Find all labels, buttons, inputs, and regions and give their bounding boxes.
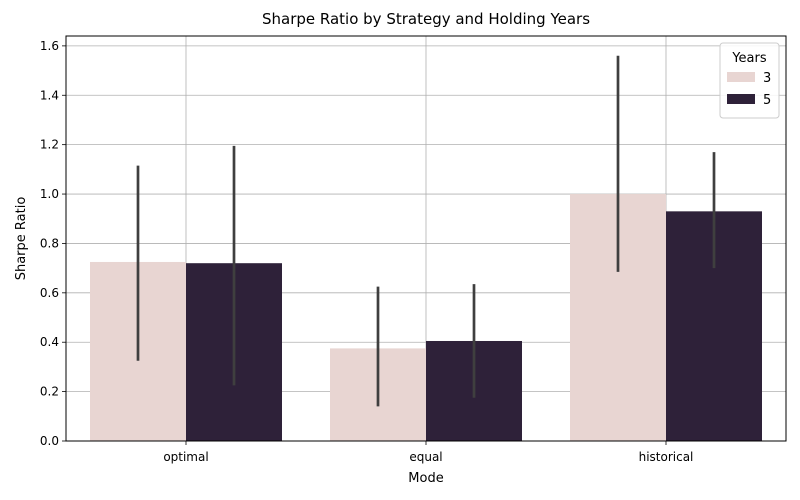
y-tick-label: 1.2 bbox=[40, 138, 59, 152]
error-bars bbox=[136, 55, 716, 407]
y-tick-label: 0.2 bbox=[40, 385, 59, 399]
chart-title: Sharpe Ratio by Strategy and Holding Yea… bbox=[262, 10, 590, 28]
legend: Years 3 5 bbox=[719, 42, 780, 119]
y-tick-label: 0.4 bbox=[40, 335, 59, 349]
legend-swatch-3 bbox=[727, 72, 755, 82]
x-tick-label-optimal: optimal bbox=[163, 450, 208, 464]
x-axis-label: Mode bbox=[408, 471, 443, 486]
x-tick-label-historical: historical bbox=[639, 450, 694, 464]
legend-label-5: 5 bbox=[763, 93, 771, 108]
y-axis-ticks: 0.0 0.2 0.4 0.6 0.8 1.0 1.2 1.4 1.6 bbox=[40, 39, 66, 448]
legend-title: Years bbox=[731, 51, 767, 66]
y-axis-label: Sharpe Ratio bbox=[14, 197, 29, 281]
y-tick-label: 0.6 bbox=[40, 286, 59, 300]
x-axis-ticks: optimal equal historical bbox=[163, 441, 693, 464]
y-tick-label: 1.0 bbox=[40, 187, 59, 201]
y-tick-label: 0.8 bbox=[40, 236, 59, 250]
y-tick-label: 1.4 bbox=[40, 88, 59, 102]
legend-label-3: 3 bbox=[763, 71, 771, 86]
y-tick-label: 1.6 bbox=[40, 39, 59, 53]
x-tick-label-equal: equal bbox=[409, 450, 442, 464]
y-tick-label: 0.0 bbox=[40, 434, 59, 448]
legend-swatch-5 bbox=[727, 94, 755, 104]
